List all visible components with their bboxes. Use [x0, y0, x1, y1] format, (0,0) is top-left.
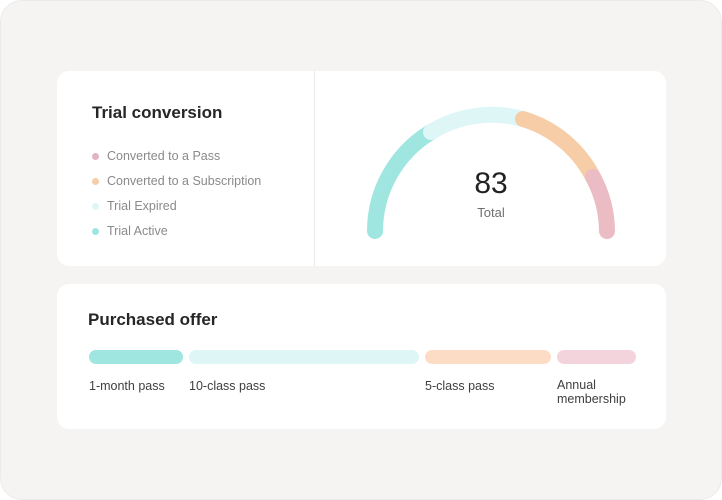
gauge-segment-converted-subscription — [515, 111, 601, 185]
legend-dot-icon — [92, 202, 99, 210]
offer-bar-annual-membership — [557, 350, 636, 364]
gauge-segment-trial-expired — [423, 106, 531, 140]
gauge-segment-trial-active — [367, 124, 439, 239]
legend-dot-icon — [92, 177, 99, 185]
legend-item-trial-active: Trial Active — [92, 222, 168, 240]
offer-label-10-class-pass: 10-class pass — [189, 379, 266, 393]
legend-label: Converted to a Subscription — [107, 174, 262, 188]
legend-label: Converted to a Pass — [107, 149, 221, 163]
offer-label-annual-membership: Annual membership — [557, 378, 626, 406]
offer-bar-10-class-pass — [189, 350, 419, 364]
legend-dot-icon — [92, 227, 99, 235]
offer-bar-1-month-pass — [89, 350, 183, 364]
legend-dot-icon — [92, 152, 99, 160]
legend-label: Trial Active — [107, 224, 168, 238]
gauge-segment-converted-pass — [585, 169, 615, 239]
purchased-offer-card: Purchased offer 1-month pass 10-class pa… — [57, 284, 666, 429]
legend-item-trial-expired: Trial Expired — [92, 197, 177, 215]
purchased-offer-title: Purchased offer — [88, 310, 218, 329]
offer-label-5-class-pass: 5-class pass — [425, 379, 495, 393]
offer-bar-5-class-pass — [425, 350, 551, 364]
legend-label: Trial Expired — [107, 199, 177, 213]
total-value: 83 — [474, 167, 508, 200]
trial-conversion-title: Trial conversion — [92, 103, 223, 122]
trial-gauge-chart — [367, 106, 615, 239]
total-label: Total — [477, 205, 505, 220]
card-divider — [314, 71, 315, 266]
legend-item-converted-subscription: Converted to a Subscription — [92, 172, 261, 190]
offer-label-1-month-pass: 1-month pass — [89, 379, 165, 393]
legend-item-converted-pass: Converted to a Pass — [92, 147, 220, 165]
trial-conversion-card: Trial conversion Converted to a Pass Con… — [57, 71, 666, 266]
